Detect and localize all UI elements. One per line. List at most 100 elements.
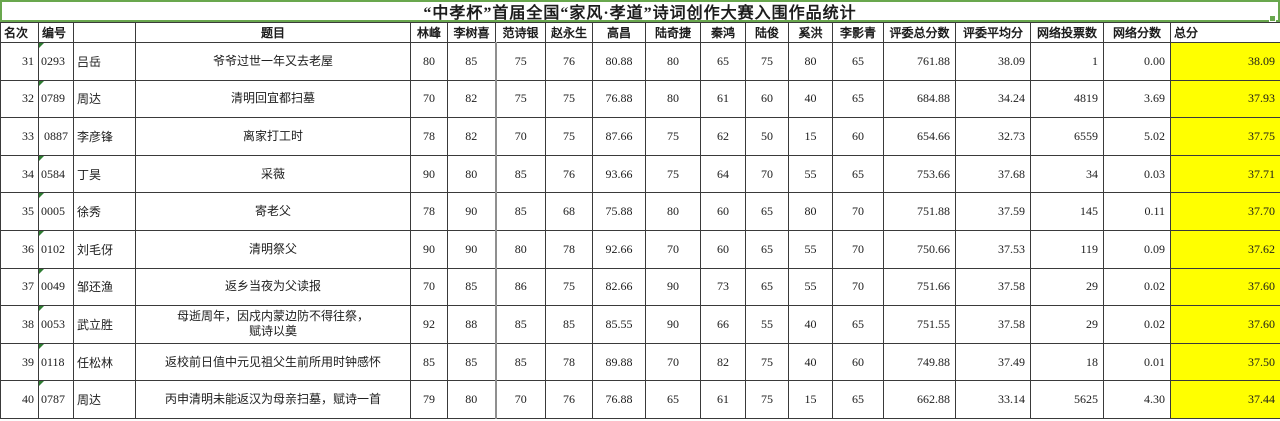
rank-cell[interactable]: 38 — [0, 305, 39, 344]
judge-average-cell[interactable]: 37.59 — [955, 192, 1031, 231]
judge-score-cell-judge-lishuxi[interactable]: 82 — [447, 117, 496, 156]
judge-score-cell-judge-qinhong[interactable]: 61 — [700, 79, 746, 119]
net-votes-cell[interactable]: 4819 — [1030, 79, 1104, 119]
column-header-judge-average[interactable]: 评委平均分 — [955, 22, 1031, 43]
judge-score-cell-judge-xihong[interactable]: 80 — [788, 42, 833, 81]
judge-score-cell-judge-luqijie[interactable]: 70 — [645, 229, 701, 269]
judge-score-cell-judge-gaochang[interactable]: 82.66 — [592, 267, 646, 307]
judge-average-cell[interactable]: 32.73 — [955, 117, 1031, 156]
judge-score-cell-judge-lujun[interactable]: 75 — [745, 380, 789, 419]
rank-cell[interactable]: 37 — [0, 267, 39, 307]
code-cell[interactable]: 0584 — [38, 154, 74, 194]
column-header-judge-liyingqing[interactable]: 李影青 — [832, 22, 884, 43]
judge-score-cell-judge-lujun[interactable]: 55 — [745, 305, 789, 344]
author-cell[interactable]: 任松林 — [73, 342, 136, 382]
judge-score-cell-judge-liyingqing[interactable]: 65 — [832, 42, 884, 81]
judge-average-cell[interactable]: 37.68 — [955, 154, 1031, 194]
judge-score-cell-judge-zhaoyongsheng[interactable]: 76 — [545, 380, 593, 419]
total-score-cell[interactable]: 37.93 — [1170, 79, 1280, 119]
judge-score-cell-judge-xihong[interactable]: 80 — [788, 192, 833, 231]
poem-title-cell[interactable]: 返校前日值中元见祖父生前所用时钟感怀 — [135, 342, 411, 382]
net-votes-cell[interactable]: 5625 — [1030, 380, 1104, 419]
judge-score-cell-judge-fanshiyin[interactable]: 85 — [494, 192, 546, 231]
judge-score-cell-judge-fanshiyin[interactable]: 85 — [494, 305, 546, 344]
code-cell[interactable]: 0053 — [38, 305, 74, 344]
net-score-cell[interactable]: 5.02 — [1103, 117, 1171, 156]
rank-cell[interactable]: 33 — [0, 117, 39, 156]
judge-score-cell-judge-gaochang[interactable]: 93.66 — [592, 154, 646, 194]
judge-score-cell-judge-gaochang[interactable]: 75.88 — [592, 192, 646, 231]
net-score-cell[interactable]: 0.02 — [1103, 267, 1171, 307]
author-cell[interactable]: 李彦锋 — [73, 117, 136, 156]
judge-score-cell-judge-qinhong[interactable]: 64 — [700, 154, 746, 194]
judge-score-cell-judge-linfeng[interactable]: 92 — [410, 305, 448, 344]
total-score-cell[interactable]: 37.60 — [1170, 305, 1280, 344]
judge-score-cell-judge-gaochang[interactable]: 76.88 — [592, 380, 646, 419]
judge-score-cell-judge-xihong[interactable]: 55 — [788, 154, 833, 194]
rank-cell[interactable]: 34 — [0, 154, 39, 194]
judge-score-cell-judge-liyingqing[interactable]: 65 — [832, 154, 884, 194]
code-cell[interactable]: 0293 — [38, 42, 74, 81]
judge-score-cell-judge-liyingqing[interactable]: 65 — [832, 380, 884, 419]
poem-title-cell[interactable]: 返乡当夜为父读报 — [135, 267, 411, 307]
judge-score-cell-judge-xihong[interactable]: 15 — [788, 380, 833, 419]
judge-score-cell-judge-luqijie[interactable]: 65 — [645, 380, 701, 419]
judge-total-cell[interactable]: 749.88 — [883, 342, 956, 382]
poem-title-cell[interactable]: 寄老父 — [135, 192, 411, 231]
judge-score-cell-judge-xihong[interactable]: 55 — [788, 229, 833, 269]
judge-score-cell-judge-lujun[interactable]: 60 — [745, 79, 789, 119]
net-score-cell[interactable]: 3.69 — [1103, 79, 1171, 119]
judge-score-cell-judge-qinhong[interactable]: 60 — [700, 192, 746, 231]
author-cell[interactable]: 周达 — [73, 380, 136, 419]
judge-score-cell-judge-zhaoyongsheng[interactable]: 75 — [545, 117, 593, 156]
judge-score-cell-judge-zhaoyongsheng[interactable]: 76 — [545, 42, 593, 81]
judge-score-cell-judge-luqijie[interactable]: 75 — [645, 154, 701, 194]
judge-score-cell-judge-liyingqing[interactable]: 70 — [832, 229, 884, 269]
judge-score-cell-judge-xihong[interactable]: 40 — [788, 342, 833, 382]
judge-average-cell[interactable]: 38.09 — [955, 42, 1031, 81]
judge-score-cell-judge-fanshiyin[interactable]: 85 — [494, 342, 546, 382]
judge-average-cell[interactable]: 37.53 — [955, 229, 1031, 269]
poem-title-cell[interactable]: 爷爷过世一年又去老屋 — [135, 42, 411, 81]
judge-total-cell[interactable]: 751.66 — [883, 267, 956, 307]
column-header-author[interactable] — [73, 22, 136, 43]
judge-score-cell-judge-lujun[interactable]: 70 — [745, 154, 789, 194]
judge-score-cell-judge-linfeng[interactable]: 70 — [410, 79, 448, 119]
rank-cell[interactable]: 32 — [0, 79, 39, 119]
judge-score-cell-judge-gaochang[interactable]: 85.55 — [592, 305, 646, 344]
judge-score-cell-judge-xihong[interactable]: 40 — [788, 305, 833, 344]
net-votes-cell[interactable]: 29 — [1030, 305, 1104, 344]
judge-score-cell-judge-linfeng[interactable]: 85 — [410, 342, 448, 382]
net-score-cell[interactable]: 0.11 — [1103, 192, 1171, 231]
judge-score-cell-judge-lishuxi[interactable]: 88 — [447, 305, 496, 344]
author-cell[interactable]: 徐秀 — [73, 192, 136, 231]
judge-score-cell-judge-luqijie[interactable]: 75 — [645, 117, 701, 156]
code-cell[interactable]: 0789 — [38, 79, 74, 119]
judge-score-cell-judge-luqijie[interactable]: 80 — [645, 192, 701, 231]
judge-total-cell[interactable]: 654.66 — [883, 117, 956, 156]
judge-score-cell-judge-fanshiyin[interactable]: 70 — [494, 117, 546, 156]
judge-total-cell[interactable]: 751.55 — [883, 305, 956, 344]
judge-score-cell-judge-lishuxi[interactable]: 80 — [447, 380, 496, 419]
judge-total-cell[interactable]: 751.88 — [883, 192, 956, 231]
judge-score-cell-judge-zhaoyongsheng[interactable]: 75 — [545, 267, 593, 307]
column-header-code[interactable]: 编号 — [38, 22, 74, 43]
judge-score-cell-judge-lishuxi[interactable]: 80 — [447, 154, 496, 194]
total-score-cell[interactable]: 37.60 — [1170, 267, 1280, 307]
judge-score-cell-judge-lujun[interactable]: 65 — [745, 192, 789, 231]
judge-score-cell-judge-lujun[interactable]: 75 — [745, 342, 789, 382]
poem-title-cell[interactable]: 清明祭父 — [135, 229, 411, 269]
title-merged-cell[interactable]: “中孝杯”首届全国“家风·孝道”诗词创作大赛入围作品统计 — [0, 0, 1280, 22]
judge-score-cell-judge-linfeng[interactable]: 90 — [410, 229, 448, 269]
code-cell[interactable]: 0005 — [38, 192, 74, 231]
total-score-cell[interactable]: 37.50 — [1170, 342, 1280, 382]
judge-score-cell-judge-linfeng[interactable]: 70 — [410, 267, 448, 307]
net-score-cell[interactable]: 4.30 — [1103, 380, 1171, 419]
poem-title-cell[interactable]: 母逝周年，因戍内蒙边防不得往祭， 赋诗以奠 — [135, 305, 411, 344]
net-votes-cell[interactable]: 6559 — [1030, 117, 1104, 156]
judge-score-cell-judge-linfeng[interactable]: 79 — [410, 380, 448, 419]
net-score-cell[interactable]: 0.03 — [1103, 154, 1171, 194]
net-votes-cell[interactable]: 29 — [1030, 267, 1104, 307]
column-header-rank[interactable]: 名次 — [0, 22, 39, 43]
total-score-cell[interactable]: 37.75 — [1170, 117, 1280, 156]
